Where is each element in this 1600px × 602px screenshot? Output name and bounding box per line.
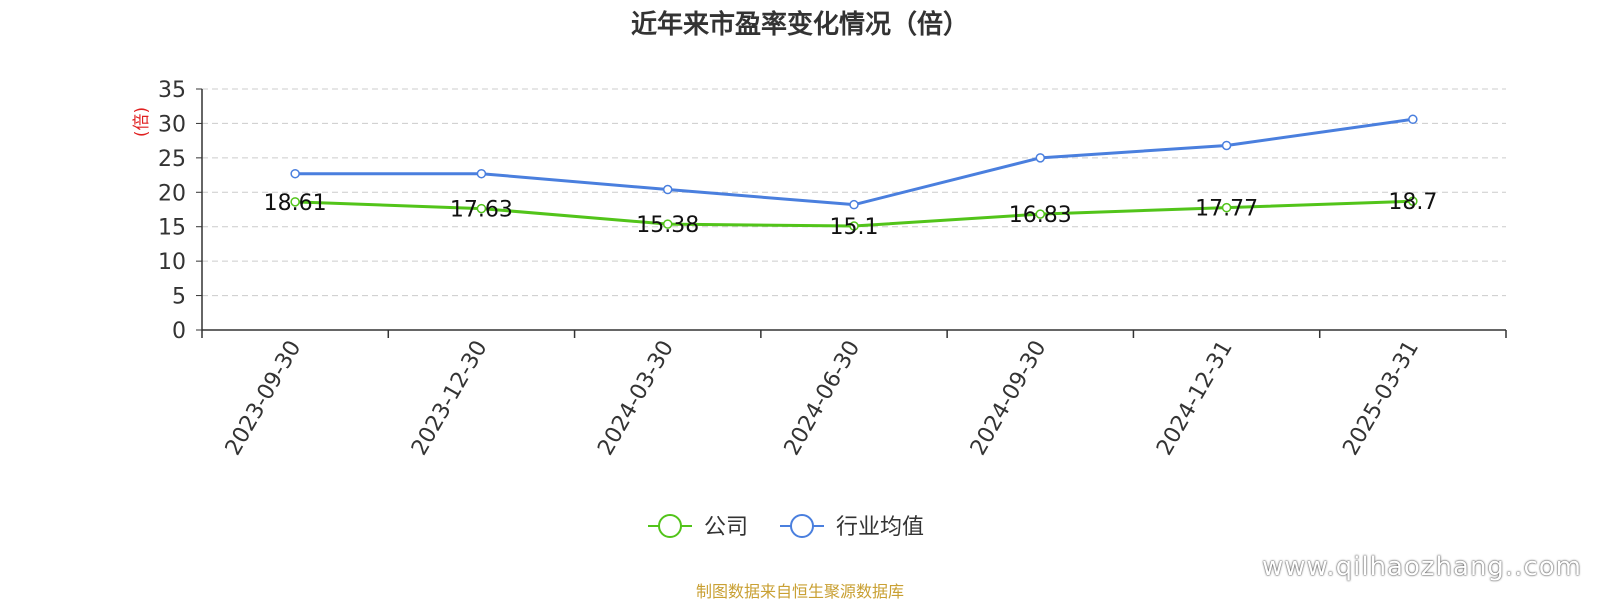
data-point [1408,196,1418,206]
x-tick-label: 2024-06-30 [780,337,866,460]
legend-marker-0 [658,514,682,538]
y-tick-label: 35 [158,78,186,103]
y-axis-title: (倍) [132,107,152,137]
data-point [476,203,487,214]
legend-label-0: 公司 [704,515,748,540]
data-point [849,221,859,231]
y-axis: 0 5 10 15 20 25 30 35 (倍) [132,78,203,344]
y-tick-label: 20 [158,181,186,206]
x-tick-label: 2024-03-30 [593,337,679,460]
y-tick-label: 0 [172,319,186,344]
x-tick-label: 2023-12-30 [407,337,493,460]
legend-label-1: 行业均值 [836,515,924,540]
source-note: 制图数据来自恒生聚源数据库 [695,582,904,601]
x-axis: 2023-09-30 2023-12-30 2024-03-30 2024-06-30… [201,329,1507,460]
data-label: 15.1 [830,215,879,240]
data-labels: 18.61 17.63 15.38 15.1 16.83 17.77 18.7 [264,190,1438,240]
data-point [849,199,859,210]
data-label: 18.61 [264,191,327,216]
data-point [662,184,673,195]
y-tick-label: 25 [158,147,186,172]
data-label: 17.63 [450,198,513,223]
data-point [1221,140,1232,151]
data-point [1035,209,1046,219]
x-tick-label: 2025-03-31 [1338,337,1424,460]
series-lines [290,114,1418,231]
data-label: 18.7 [1388,190,1437,215]
data-point [290,197,300,207]
x-tick-label: 2024-09-30 [966,337,1052,460]
chart-title: 近年来市盈率变化情况（倍） [630,10,969,40]
y-tick-label: 5 [172,285,186,310]
data-point [476,168,487,179]
watermark: www.qilhaozhang..com [1261,552,1582,582]
x-tick-label: 2024-12-31 [1152,337,1238,460]
data-point [290,168,300,179]
x-tick-label: 2023-09-30 [221,337,307,460]
data-label: 16.83 [1009,203,1072,228]
data-point [1035,153,1046,163]
data-point [1221,202,1232,213]
y-tick-label: 10 [158,250,186,275]
grid-lines [202,88,1506,297]
y-tick-label: 15 [158,216,186,241]
data-label: 17.77 [1195,197,1258,222]
data-point [1408,114,1418,125]
data-label: 15.38 [636,213,699,238]
legend-marker-1 [790,514,814,538]
data-point [662,219,673,229]
y-tick-label: 30 [158,112,186,137]
legend: 公司 行业均值 [648,514,924,540]
